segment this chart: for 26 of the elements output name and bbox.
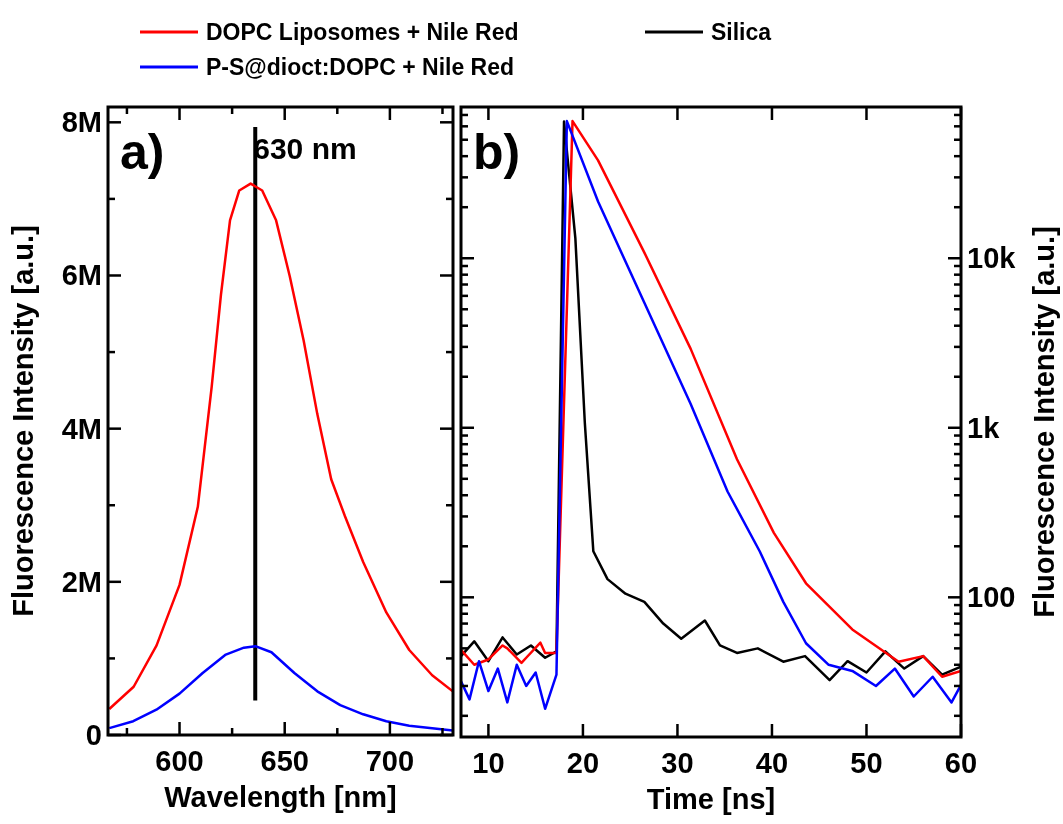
x-axis-title: Wavelength [nm] (164, 781, 397, 813)
y2-tick-label: 10k (967, 242, 1017, 275)
x-tick-label: 600 (155, 745, 204, 777)
x-tick-label: 50 (850, 747, 883, 779)
y2-tick-label: 1k (967, 411, 1001, 444)
legend-label: Silica (711, 19, 772, 45)
chart-title: b) (473, 124, 521, 180)
x-tick-label: 30 (661, 747, 694, 779)
legend-label: DOPC Liposomes + Nile Red (206, 19, 519, 45)
x-tick-label: 700 (365, 745, 415, 777)
chart-title: a) (120, 124, 165, 180)
x-tick-label: 10 (472, 747, 505, 779)
y-tick-label: 4M (61, 412, 102, 445)
x-tick-label: 650 (260, 745, 309, 777)
legend-label: P-S@dioct:DOPC + Nile Red (206, 54, 515, 80)
x-tick-label: 20 (566, 747, 600, 779)
y-tick-label: 0 (85, 719, 102, 751)
y-tick-label: 8M (61, 106, 102, 139)
y-tick-label: 2M (61, 565, 102, 598)
y-tick-label: 6M (61, 259, 102, 292)
x-tick-label: 60 (944, 747, 978, 779)
y-axis-title: Fluorescence Intensity [a.u.] (7, 225, 39, 617)
y2-tick-label: 100 (967, 581, 1016, 614)
y2-axis-title: Fluorescence Intensity [a.u.] (1028, 226, 1060, 618)
x-tick-label: 40 (755, 747, 789, 779)
x-axis-title: Time [ns] (646, 783, 776, 815)
